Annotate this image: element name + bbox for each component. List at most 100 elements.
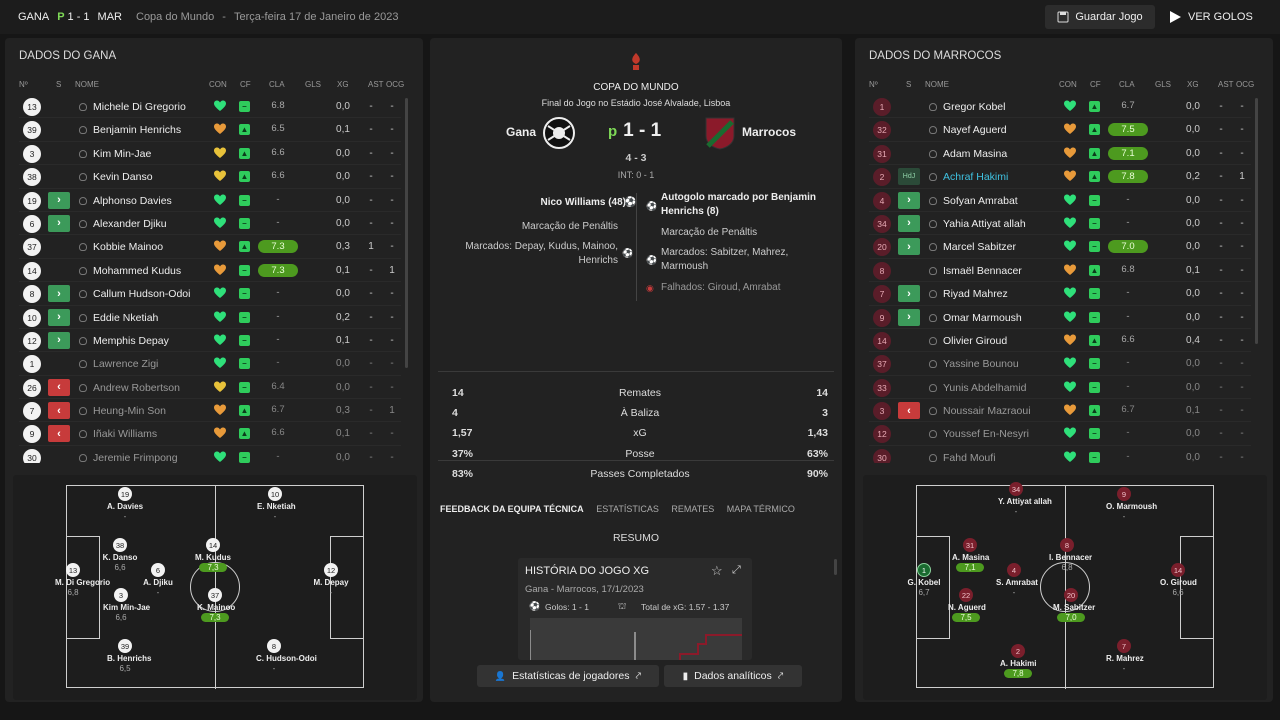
col-ast[interactable]: AST: [1218, 80, 1234, 89]
formation-player[interactable]: 12 M. Depay -: [313, 563, 349, 597]
player-row[interactable]: 9 › Omar Marmoush – - 0,0 - -: [869, 306, 1251, 329]
player-row[interactable]: 1 Gregor Kobel ▲ 6.7 0,0 - -: [869, 95, 1251, 119]
player-name[interactable]: Eddie Nketiah: [93, 311, 159, 324]
formation-player[interactable]: 22 N. Aguerd 7,5: [948, 588, 986, 622]
player-name[interactable]: Jeremie Frimpong: [93, 451, 178, 463]
formation-player[interactable]: 10 E. Nketiah -: [257, 487, 296, 521]
player-row[interactable]: 3 ‹ Noussair Mazraoui ▲ 6.7 0,1 - -: [869, 399, 1251, 423]
tab-heatmap[interactable]: MAPA TÉRMICO: [726, 504, 795, 514]
player-row[interactable]: 37 Yassine Bounou – - 0,0 - -: [869, 352, 1251, 376]
formation-player[interactable]: 8 C. Hudson-Odoi -: [256, 639, 317, 673]
formation-player[interactable]: 2 A. Hakimi 7,8: [1000, 644, 1036, 678]
formation-player[interactable]: 14 M. Kudus 7,3: [195, 538, 231, 572]
player-name[interactable]: Nayef Aguerd: [943, 124, 1007, 137]
formation-player[interactable]: 6 A. Djiku -: [140, 563, 176, 597]
player-row[interactable]: 14 Olivier Giroud ▲ 6.6 0,4 - -: [869, 329, 1251, 353]
player-row[interactable]: 20 › Marcel Sabitzer –7.0 0,0 - -: [869, 235, 1251, 259]
view-goals-button[interactable]: VER GOLOS: [1166, 5, 1270, 29]
player-name[interactable]: Noussair Mazraoui: [943, 405, 1031, 418]
player-name[interactable]: Kevin Danso: [93, 171, 153, 184]
summary-scrollbar[interactable]: [834, 559, 837, 575]
col-gls[interactable]: GLS: [305, 80, 322, 89]
save-game-button[interactable]: Guardar Jogo: [1045, 5, 1155, 29]
col-ocg[interactable]: OCG: [1236, 80, 1255, 89]
tab-feedback[interactable]: FEEDBACK DA EQUIPA TÉCNICA: [440, 504, 584, 514]
star-icon[interactable]: ☆: [711, 563, 723, 578]
player-name[interactable]: Kim Min-Jae: [93, 147, 152, 160]
player-name[interactable]: Michele Di Gregorio: [93, 101, 186, 113]
player-row[interactable]: 33 Yunis Abdelhamid – - 0,0 - -: [869, 376, 1251, 400]
col-ast[interactable]: AST: [368, 80, 384, 89]
formation-player[interactable]: 14 O. Giroud 6,6: [1160, 563, 1197, 597]
formation-player[interactable]: 1 G. Kobel 6,7: [906, 563, 942, 597]
col-cf[interactable]: CF: [1090, 80, 1101, 89]
player-name[interactable]: Adam Masina: [943, 147, 1008, 160]
player-row[interactable]: 34 › Yahia Attiyat allah – - 0,0 - -: [869, 212, 1251, 236]
player-stats-button[interactable]: 👤 Estatísticas de jogadores ⤤: [477, 665, 659, 687]
col-con[interactable]: CON: [209, 80, 227, 89]
player-row[interactable]: 9 ‹ Iñaki Williams ▲ 6.6 0,1 - -: [19, 422, 401, 446]
player-row[interactable]: 31 Adam Masina ▲ 7.1 0,0 - -: [869, 142, 1251, 166]
player-name[interactable]: Yassine Bounou: [943, 358, 1019, 371]
col-ocg[interactable]: OCG: [386, 80, 405, 89]
player-name[interactable]: Benjamin Henrichs: [93, 124, 182, 137]
col-name[interactable]: NOME: [925, 80, 949, 89]
player-row[interactable]: 8 › Callum Hudson-Odoi – - 0,0 - -: [19, 282, 401, 306]
player-row[interactable]: 39 Benjamin Henrichs ▲ 6.5 0,1 - -: [19, 118, 401, 142]
expand-icon[interactable]: ⤢: [732, 564, 741, 576]
player-row[interactable]: 6 › Alexander Djiku – - 0,0 - -: [19, 212, 401, 236]
player-row[interactable]: 37 Kobbie Mainoo ▲ 7.3 0,3 1 -: [19, 235, 401, 259]
formation-player[interactable]: 7 R. Mahrez -: [1106, 639, 1144, 673]
player-row[interactable]: 8 Ismaël Bennacer ▲ 6.8 0,1 - -: [869, 259, 1251, 283]
player-name[interactable]: Iñaki Williams: [93, 428, 158, 441]
player-name[interactable]: Lawrence Zigi: [93, 358, 159, 371]
col-name[interactable]: NOME: [75, 80, 99, 89]
player-row[interactable]: 7 › Riyad Mahrez – - 0,0 - -: [869, 282, 1251, 306]
formation-player[interactable]: 39 B. Henrichs 6,5: [107, 639, 151, 673]
player-row[interactable]: 19 › Alphonso Davies – - 0,0 - -: [19, 189, 401, 212]
col-con[interactable]: CON: [1059, 80, 1077, 89]
tab-shots[interactable]: REMATES: [671, 504, 715, 514]
player-name[interactable]: Sofyan Amrabat: [943, 194, 1018, 207]
player-name[interactable]: Alexander Djiku: [93, 217, 167, 230]
player-row[interactable]: 26 ‹ Andrew Robertson – 6.4 0,0 - -: [19, 376, 401, 400]
formation-player[interactable]: 20 M. Sabitzer 7,0: [1053, 588, 1095, 622]
player-row[interactable]: 2 HdJ Achraf Hakimi ▲ 7.8 0,2 - 1: [869, 165, 1251, 189]
player-name[interactable]: Fahd Moufi: [943, 451, 996, 463]
col-cf[interactable]: CF: [240, 80, 251, 89]
player-name[interactable]: Callum Hudson-Odoi: [93, 288, 191, 301]
formation-player[interactable]: 8 I. Bennacer 6,8: [1049, 538, 1092, 572]
player-name[interactable]: Achraf Hakimi: [943, 171, 1009, 184]
formation-player[interactable]: 13 M. Di Gregorio 6,8: [55, 563, 110, 597]
player-name[interactable]: Alphonso Davies: [93, 194, 172, 207]
player-row[interactable]: 30 Fahd Moufi – - 0,0 - -: [869, 446, 1251, 463]
formation-player[interactable]: 4 S. Amrabat -: [996, 563, 1038, 597]
player-row[interactable]: 10 › Eddie Nketiah – - 0,2 - -: [19, 306, 401, 329]
col-cla[interactable]: CLA: [269, 80, 285, 89]
tab-statistics[interactable]: ESTATÍSTICAS: [596, 504, 659, 514]
player-row[interactable]: 7 ‹ Heung-Min Son ▲ 6.7 0,3 - 1: [19, 399, 401, 423]
col-xg[interactable]: XG: [1187, 80, 1199, 89]
player-row[interactable]: 30 Jeremie Frimpong – - 0,0 - -: [19, 446, 401, 463]
formation-player[interactable]: 3 Kim Min-Jae 6,6: [103, 588, 150, 622]
xg-story-card[interactable]: HISTÓRIA DO JOGO XG ☆ ⤢ Gana - Marrocos,…: [518, 558, 752, 660]
player-name[interactable]: Kobbie Mainoo: [93, 241, 164, 254]
player-row[interactable]: 3 Kim Min-Jae ▲ 6.6 0,0 - -: [19, 142, 401, 166]
player-name[interactable]: Mohammed Kudus: [93, 264, 182, 277]
player-row[interactable]: 12 Youssef En-Nesyri – - 0,0 - -: [869, 422, 1251, 446]
formation-player[interactable]: 9 O. Marmoush -: [1106, 487, 1157, 521]
player-name[interactable]: Youssef En-Nesyri: [943, 428, 1029, 441]
formation-player[interactable]: 34 Y. Attiyat allah -: [998, 482, 1052, 516]
formation-player[interactable]: 19 A. Davies -: [107, 487, 143, 521]
col-cla[interactable]: CLA: [1119, 80, 1135, 89]
player-name[interactable]: Olivier Giroud: [943, 334, 1008, 347]
col-gls[interactable]: GLS: [1155, 80, 1172, 89]
away-list-scrollbar[interactable]: [1255, 98, 1258, 344]
player-name[interactable]: Omar Marmoush: [943, 311, 1022, 324]
player-name[interactable]: Heung-Min Son: [93, 405, 166, 418]
player-name[interactable]: Ismaël Bennacer: [943, 264, 1022, 277]
player-row[interactable]: 4 › Sofyan Amrabat – - 0,0 - -: [869, 189, 1251, 212]
home-list-scrollbar[interactable]: [405, 98, 408, 368]
formation-player[interactable]: 31 A. Masina 7,1: [952, 538, 989, 572]
player-name[interactable]: Andrew Robertson: [93, 381, 180, 394]
